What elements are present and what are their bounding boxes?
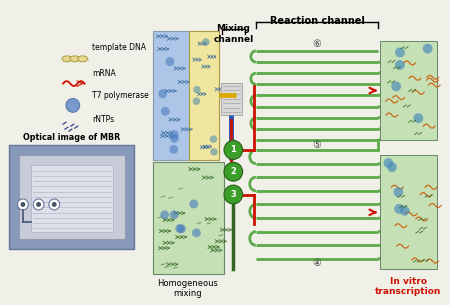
Text: mRNA: mRNA xyxy=(92,69,116,78)
Circle shape xyxy=(161,107,170,116)
Circle shape xyxy=(392,81,401,91)
Bar xyxy=(189,31,219,160)
Text: template DNA: template DNA xyxy=(92,43,146,52)
Circle shape xyxy=(49,199,59,210)
Circle shape xyxy=(414,113,423,123)
Text: 1: 1 xyxy=(230,145,236,154)
Ellipse shape xyxy=(70,56,80,62)
Text: rNTPs: rNTPs xyxy=(92,115,115,124)
Circle shape xyxy=(160,210,169,219)
Circle shape xyxy=(193,97,200,105)
Bar xyxy=(9,145,135,249)
Circle shape xyxy=(170,210,179,219)
Circle shape xyxy=(395,48,405,57)
Circle shape xyxy=(52,202,57,207)
Bar xyxy=(220,83,242,115)
Bar xyxy=(380,41,437,140)
Ellipse shape xyxy=(62,56,72,62)
Circle shape xyxy=(210,135,217,143)
Circle shape xyxy=(36,202,41,207)
Text: Optical image of MBR: Optical image of MBR xyxy=(23,133,121,142)
Circle shape xyxy=(170,130,179,139)
Circle shape xyxy=(158,89,167,98)
Circle shape xyxy=(177,224,186,233)
Text: ⑥: ⑥ xyxy=(313,39,321,49)
Bar xyxy=(380,155,437,269)
Text: Reaction channel: Reaction channel xyxy=(270,16,365,26)
Circle shape xyxy=(20,202,25,207)
Circle shape xyxy=(224,162,243,181)
Circle shape xyxy=(193,86,201,93)
Circle shape xyxy=(224,185,243,204)
Circle shape xyxy=(66,99,80,112)
Circle shape xyxy=(192,228,201,237)
Text: Homogeneous
mixing: Homogeneous mixing xyxy=(157,279,218,298)
Circle shape xyxy=(400,206,410,216)
Circle shape xyxy=(33,199,44,210)
Circle shape xyxy=(224,141,243,159)
Text: In vitro
transcription: In vitro transcription xyxy=(375,277,442,296)
Text: ④: ④ xyxy=(313,258,321,268)
Bar xyxy=(153,31,189,160)
Circle shape xyxy=(383,158,393,168)
Ellipse shape xyxy=(78,56,87,62)
Text: 3: 3 xyxy=(230,190,236,199)
Circle shape xyxy=(394,204,404,214)
Circle shape xyxy=(210,148,218,156)
Circle shape xyxy=(166,57,174,66)
Circle shape xyxy=(18,199,28,210)
Circle shape xyxy=(189,199,198,208)
Text: 2: 2 xyxy=(230,167,236,176)
Circle shape xyxy=(395,60,405,70)
Circle shape xyxy=(387,162,397,172)
Circle shape xyxy=(169,145,178,154)
Circle shape xyxy=(423,44,432,54)
Bar xyxy=(153,162,224,274)
Text: T7 polymerase: T7 polymerase xyxy=(92,91,149,100)
Bar xyxy=(31,165,113,232)
Circle shape xyxy=(393,187,403,197)
Circle shape xyxy=(176,224,184,233)
Circle shape xyxy=(170,134,179,143)
Circle shape xyxy=(202,38,210,46)
Text: Mixing
channel: Mixing channel xyxy=(213,24,253,44)
Bar xyxy=(19,155,125,239)
Text: ⑤: ⑤ xyxy=(313,140,321,150)
